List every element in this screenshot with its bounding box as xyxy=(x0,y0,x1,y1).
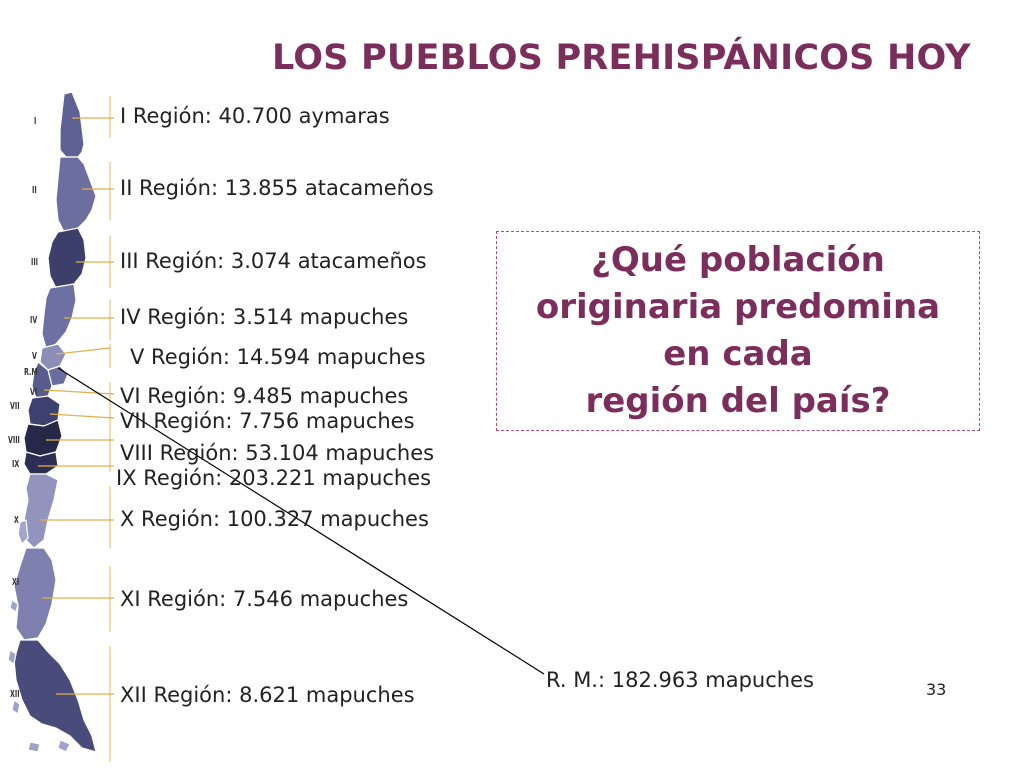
region-shape-iii xyxy=(47,227,87,289)
leader-lines xyxy=(38,117,115,695)
region-label-viii: VIII Región: 53.104 mapuches xyxy=(120,441,435,465)
slide-title: LOS PUEBLOS PREHISPÁNICOS HOY xyxy=(272,38,971,78)
roman-numeral-vi: VI xyxy=(30,387,38,398)
region-label-x: X Región: 100.327 mapuches xyxy=(120,507,429,531)
rm-callout-line xyxy=(57,367,545,675)
roman-numeral-iii: III xyxy=(31,257,39,268)
region-label-v: V Región: 14.594 mapuches xyxy=(130,345,426,369)
map-regions xyxy=(7,91,97,753)
region-shape-iv xyxy=(41,283,77,349)
question-line-4: región del país? xyxy=(585,381,891,421)
roman-numeral-rm: R.M xyxy=(24,367,38,378)
question-box: ¿Qué población originaria predomina en c… xyxy=(496,231,980,431)
region-shape-xii xyxy=(13,639,97,753)
region-shape-i xyxy=(59,91,85,158)
region-label-xi: XI Región: 7.546 mapuches xyxy=(120,587,409,611)
region-label-xii: XII Región: 8.621 mapuches xyxy=(120,683,415,707)
roman-numeral-iv: IV xyxy=(30,315,38,326)
roman-numeral-viii: VIII xyxy=(8,435,20,446)
region-label-iv: IV Región: 3.514 mapuches xyxy=(120,305,409,329)
question-line-2: originaria predomina xyxy=(535,287,941,327)
question-line-3: en cada xyxy=(663,334,813,374)
region-label-vii: VII Región: 7.756 mapuches xyxy=(120,409,415,433)
region-shape-ix xyxy=(23,451,59,475)
region-shape-viii xyxy=(23,419,63,457)
chiloe-island xyxy=(17,519,29,546)
region-label-vi: VI Región: 9.485 mapuches xyxy=(120,384,409,408)
region-shape-ii xyxy=(55,156,97,233)
question-text: ¿Qué población originaria predomina en c… xyxy=(536,237,940,425)
roman-numeral-vii: VII xyxy=(10,401,20,412)
region-label-i: I Región: 40.700 aymaras xyxy=(120,104,390,128)
roman-numeral-v: V xyxy=(32,351,37,362)
roman-numeral-xi: XI xyxy=(12,577,20,588)
region-label-ii: II Región: 13.855 atacameños xyxy=(120,176,434,200)
roman-numeral-xii: XII xyxy=(10,689,20,700)
roman-numeral-ix: IX xyxy=(12,459,20,470)
question-line-1: ¿Qué población xyxy=(591,240,885,280)
roman-numeral-ii: II xyxy=(32,185,37,196)
region-label-iii: III Región: 3.074 atacameños xyxy=(120,249,427,273)
roman-numeral-i: I xyxy=(34,116,37,127)
roman-numeral-x: X xyxy=(14,515,19,526)
region-shape-x xyxy=(23,473,59,549)
region-shape-xi xyxy=(13,547,57,641)
region-label-rm: R. M.: 182.963 mapuches xyxy=(546,668,814,692)
fjord-islands xyxy=(7,599,71,753)
slide-number: 33 xyxy=(926,680,947,699)
region-label-ix: IX Región: 203.221 mapuches xyxy=(116,466,432,490)
